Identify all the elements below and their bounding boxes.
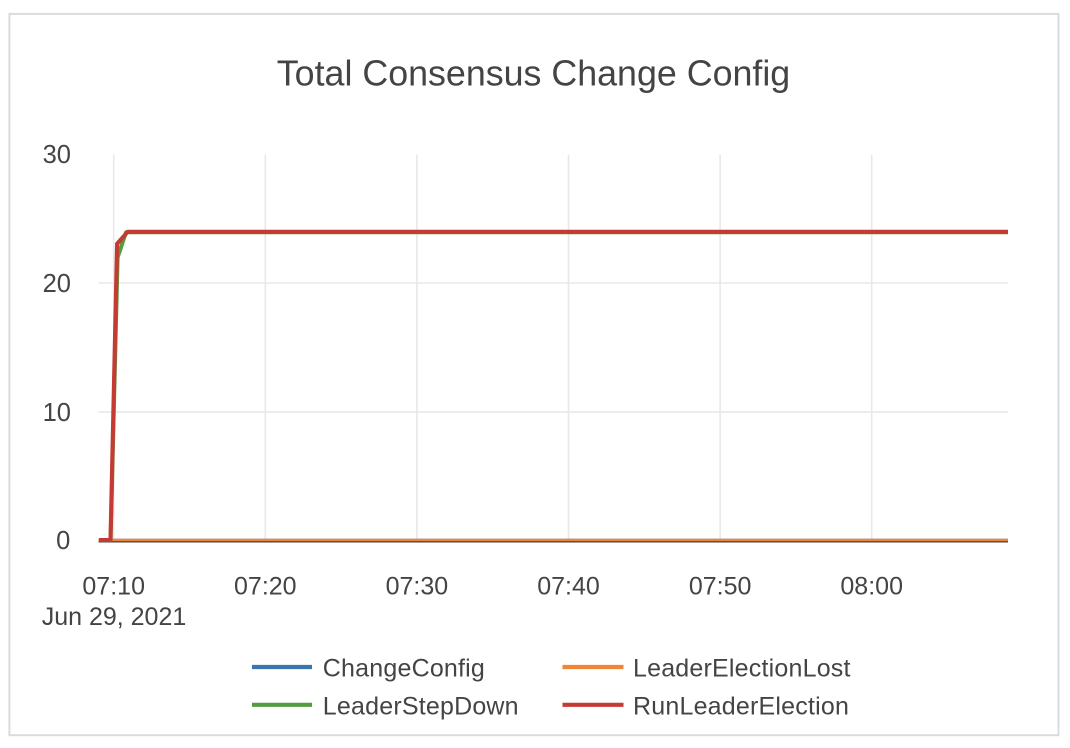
svg-text:LeaderStepDown: LeaderStepDown — [323, 692, 519, 720]
svg-text:20: 20 — [43, 270, 71, 298]
svg-text:0: 0 — [56, 527, 70, 555]
svg-text:07:50: 07:50 — [689, 573, 752, 601]
svg-text:Total Consensus Change Config: Total Consensus Change Config — [277, 54, 790, 94]
svg-text:08:00: 08:00 — [840, 573, 903, 601]
svg-text:RunLeaderElection: RunLeaderElection — [633, 692, 849, 720]
svg-text:07:20: 07:20 — [234, 573, 297, 601]
svg-text:30: 30 — [43, 141, 71, 169]
svg-text:10: 10 — [43, 399, 71, 427]
svg-text:07:30: 07:30 — [386, 573, 449, 601]
svg-text:LeaderElectionLost: LeaderElectionLost — [633, 655, 851, 683]
svg-text:ChangeConfig: ChangeConfig — [323, 655, 485, 683]
svg-text:07:10: 07:10 — [82, 573, 145, 601]
svg-text:07:40: 07:40 — [537, 573, 600, 601]
svg-text:Jun 29, 2021: Jun 29, 2021 — [42, 603, 187, 631]
